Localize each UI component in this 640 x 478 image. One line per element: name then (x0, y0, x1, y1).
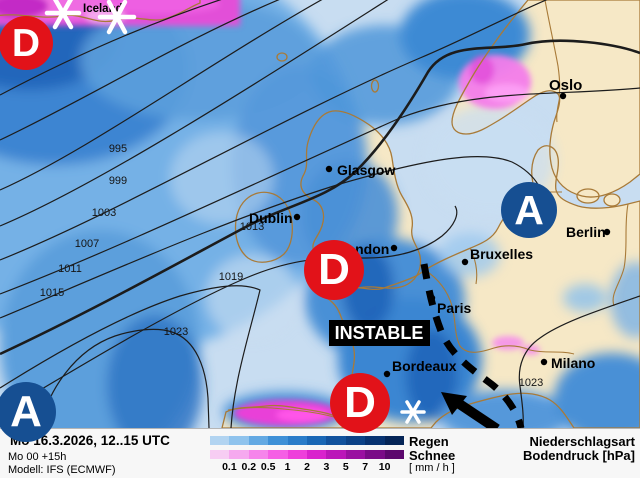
intensity-tick-label: 10 (378, 461, 391, 473)
city-label-bordeaux: Bordeaux (392, 358, 457, 374)
city-label-dublin: Dublin (249, 210, 293, 226)
rain-scale-segment (268, 436, 288, 445)
snow-scale-segment (384, 450, 405, 459)
front-dashed-line (420, 263, 525, 428)
weather-map: 995 999 1003 1007 1011 1015 1013 1019 1023 1023 O… (0, 0, 640, 428)
intensity-tick-label: 7 (362, 461, 369, 473)
rain-scale-segment (210, 436, 230, 445)
city-dot-milano (540, 358, 548, 366)
city-dot-dublin (293, 213, 301, 221)
rain-intensity-scale (210, 436, 405, 445)
snow-scale-segment (210, 450, 230, 459)
status-bar: Mo 16.3.2026, 12..15 UTC Mo 00 +15h Mode… (0, 428, 640, 478)
rain-scale-segment (365, 436, 385, 445)
snow-scale-segment (345, 450, 366, 459)
isobar-label: 1019 (219, 271, 243, 283)
isobar-label: 1003 (92, 207, 116, 219)
isobar-label: 1011 (58, 263, 82, 275)
snow-scale-segment (326, 450, 346, 459)
rain-scale-segment (248, 436, 269, 445)
intensity-ticks: 0.1 0.2 0.5 1 2 3 5 7 10 (210, 461, 404, 474)
snow-scale-segment (248, 450, 269, 459)
intensity-tick-label: 0.5 (260, 461, 276, 473)
city-dot-bordeaux (383, 370, 391, 378)
city-label-berlin: Berlin (566, 224, 606, 240)
intensity-tick-label: 1 (284, 461, 291, 473)
snowflake-icon (44, 0, 82, 30)
rain-scale-segment (287, 436, 308, 445)
city-dot-glasgow (325, 165, 333, 173)
city-dot-london (390, 244, 398, 252)
snow-scale-segment (307, 450, 327, 459)
isobar-label: 995 (109, 143, 127, 155)
city-dot-oslo (559, 92, 567, 100)
rain-scale-segment (326, 436, 346, 445)
snow-scale-segment (268, 450, 288, 459)
city-label-london: London (338, 241, 389, 257)
city-label-paris: Paris (437, 300, 471, 316)
surface-pressure-title: Bodendruck [hPa] (523, 448, 635, 463)
isobar-label: 1013 (240, 221, 264, 233)
city-dot-bruxelles (461, 258, 469, 266)
isobar-label: 1007 (75, 238, 99, 250)
intensity-tick-label: 2 (304, 461, 310, 473)
city-dot-berlin (603, 228, 611, 236)
snow-intensity-scale (210, 450, 405, 459)
snow-scale-segment (287, 450, 308, 459)
rain-scale-segment (345, 436, 366, 445)
arrow-icon (441, 392, 500, 428)
intensity-tick-label: 5 (342, 461, 349, 473)
instable-box: INSTABLE (329, 320, 430, 346)
instable-label: INSTABLE (335, 323, 424, 343)
model-run-label: Mo 00 +15h (8, 451, 67, 463)
isobar-label: 999 (109, 175, 127, 187)
rain-scale-segment (307, 436, 327, 445)
isobar-label: 1023 (519, 377, 543, 389)
snow-legend-label: Schnee (409, 448, 456, 463)
snowflake-icon (97, 0, 137, 35)
isobar-labels: 995 999 1003 1007 1011 1015 1013 1019 1023 1023 (40, 143, 543, 389)
model-name-label: Modell: IFS (ECMWF) (8, 464, 116, 476)
snow-scale-segment (365, 450, 385, 459)
city-label-bruxelles: Bruxelles (470, 246, 533, 262)
city-label-milano: Milano (551, 355, 595, 371)
valid-time-label: Mo 16.3.2026, 12..15 UTC (10, 433, 170, 448)
intensity-tick-label: 0.1 (222, 461, 237, 473)
isobars (0, 0, 640, 428)
country-borders (227, 0, 629, 421)
rain-scale-segment (229, 436, 249, 445)
isobar-label: 1023 (164, 326, 188, 338)
city-label-oslo: Oslo (549, 77, 582, 94)
precip-type-title: Niederschlagsart (529, 434, 636, 449)
rain-scale-segment (384, 436, 405, 445)
snowflake-icon (400, 400, 426, 424)
intensity-tick-label: 0.2 (241, 461, 257, 473)
rain-legend-label: Regen (409, 434, 449, 449)
intensity-tick-label: 3 (323, 461, 330, 473)
city-label-glasgow: Glasgow (337, 162, 395, 178)
isobar-label: 1015 (40, 287, 64, 299)
snow-scale-segment (229, 450, 249, 459)
unit-label: [ mm / h ] (409, 462, 455, 474)
